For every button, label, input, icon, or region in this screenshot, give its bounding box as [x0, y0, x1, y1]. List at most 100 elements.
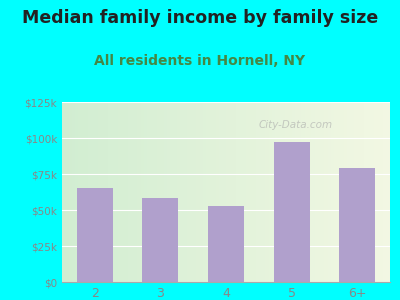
Bar — [302, 102, 305, 282]
Bar — [321, 102, 324, 282]
Bar — [262, 102, 265, 282]
Bar — [354, 102, 357, 282]
Bar — [177, 102, 180, 282]
Bar — [131, 102, 134, 282]
Bar — [180, 102, 183, 282]
Bar — [75, 102, 78, 282]
Bar — [68, 102, 72, 282]
Bar — [150, 102, 154, 282]
Bar — [295, 102, 298, 282]
Bar — [380, 102, 384, 282]
Bar — [239, 102, 242, 282]
Bar — [167, 102, 170, 282]
Bar — [196, 102, 200, 282]
Text: All residents in Hornell, NY: All residents in Hornell, NY — [94, 54, 306, 68]
Bar — [65, 102, 68, 282]
Bar — [252, 102, 256, 282]
Bar — [347, 102, 351, 282]
Bar — [210, 102, 213, 282]
Bar — [193, 102, 196, 282]
Bar — [285, 102, 288, 282]
Bar — [298, 102, 302, 282]
Bar — [77, 188, 113, 282]
Bar — [154, 102, 157, 282]
Bar — [338, 102, 341, 282]
Bar — [229, 102, 232, 282]
Bar — [344, 102, 347, 282]
Bar — [305, 102, 308, 282]
Bar — [208, 206, 244, 282]
Bar — [121, 102, 124, 282]
Bar — [98, 102, 101, 282]
Bar — [108, 102, 111, 282]
Bar — [272, 102, 275, 282]
Bar — [339, 168, 375, 282]
Bar — [147, 102, 150, 282]
Bar — [351, 102, 354, 282]
Bar — [216, 102, 220, 282]
Bar — [331, 102, 334, 282]
Bar — [141, 102, 144, 282]
Bar — [256, 102, 259, 282]
Bar — [308, 102, 311, 282]
Bar — [88, 102, 92, 282]
Bar — [341, 102, 344, 282]
Bar — [269, 102, 272, 282]
Bar — [157, 102, 160, 282]
Bar — [160, 102, 164, 282]
Bar — [105, 102, 108, 282]
Bar — [85, 102, 88, 282]
Bar — [220, 102, 223, 282]
Bar — [174, 102, 177, 282]
Bar — [111, 102, 114, 282]
Bar — [278, 102, 282, 282]
Bar — [203, 102, 206, 282]
Bar — [357, 102, 360, 282]
Bar — [334, 102, 338, 282]
Text: City-Data.com: City-Data.com — [259, 120, 333, 130]
Bar — [190, 102, 193, 282]
Bar — [95, 102, 98, 282]
Bar — [259, 102, 262, 282]
Bar — [128, 102, 131, 282]
Bar — [62, 102, 65, 282]
Bar — [364, 102, 367, 282]
Bar — [78, 102, 82, 282]
Bar — [164, 102, 167, 282]
Bar — [114, 102, 118, 282]
Bar — [142, 199, 178, 282]
Bar — [324, 102, 328, 282]
Bar — [206, 102, 210, 282]
Bar — [367, 102, 370, 282]
Bar — [183, 102, 187, 282]
Bar — [328, 102, 331, 282]
Bar — [118, 102, 121, 282]
Bar — [72, 102, 75, 282]
Bar — [249, 102, 252, 282]
Bar — [226, 102, 229, 282]
Bar — [82, 102, 85, 282]
Bar — [387, 102, 390, 282]
Bar — [318, 102, 321, 282]
Bar — [200, 102, 203, 282]
Bar — [138, 102, 141, 282]
Bar — [282, 102, 285, 282]
Bar — [144, 102, 147, 282]
Bar — [314, 102, 318, 282]
Bar — [288, 102, 292, 282]
Text: Median family income by family size: Median family income by family size — [22, 9, 378, 27]
Bar — [384, 102, 387, 282]
Bar — [170, 102, 174, 282]
Bar — [360, 102, 364, 282]
Bar — [246, 102, 249, 282]
Bar — [213, 102, 216, 282]
Bar — [236, 102, 239, 282]
Bar — [311, 102, 314, 282]
Bar — [124, 102, 128, 282]
Bar — [101, 102, 105, 282]
Bar — [370, 102, 374, 282]
Bar — [242, 102, 246, 282]
Bar — [223, 102, 226, 282]
Bar — [274, 142, 310, 282]
Bar — [265, 102, 269, 282]
